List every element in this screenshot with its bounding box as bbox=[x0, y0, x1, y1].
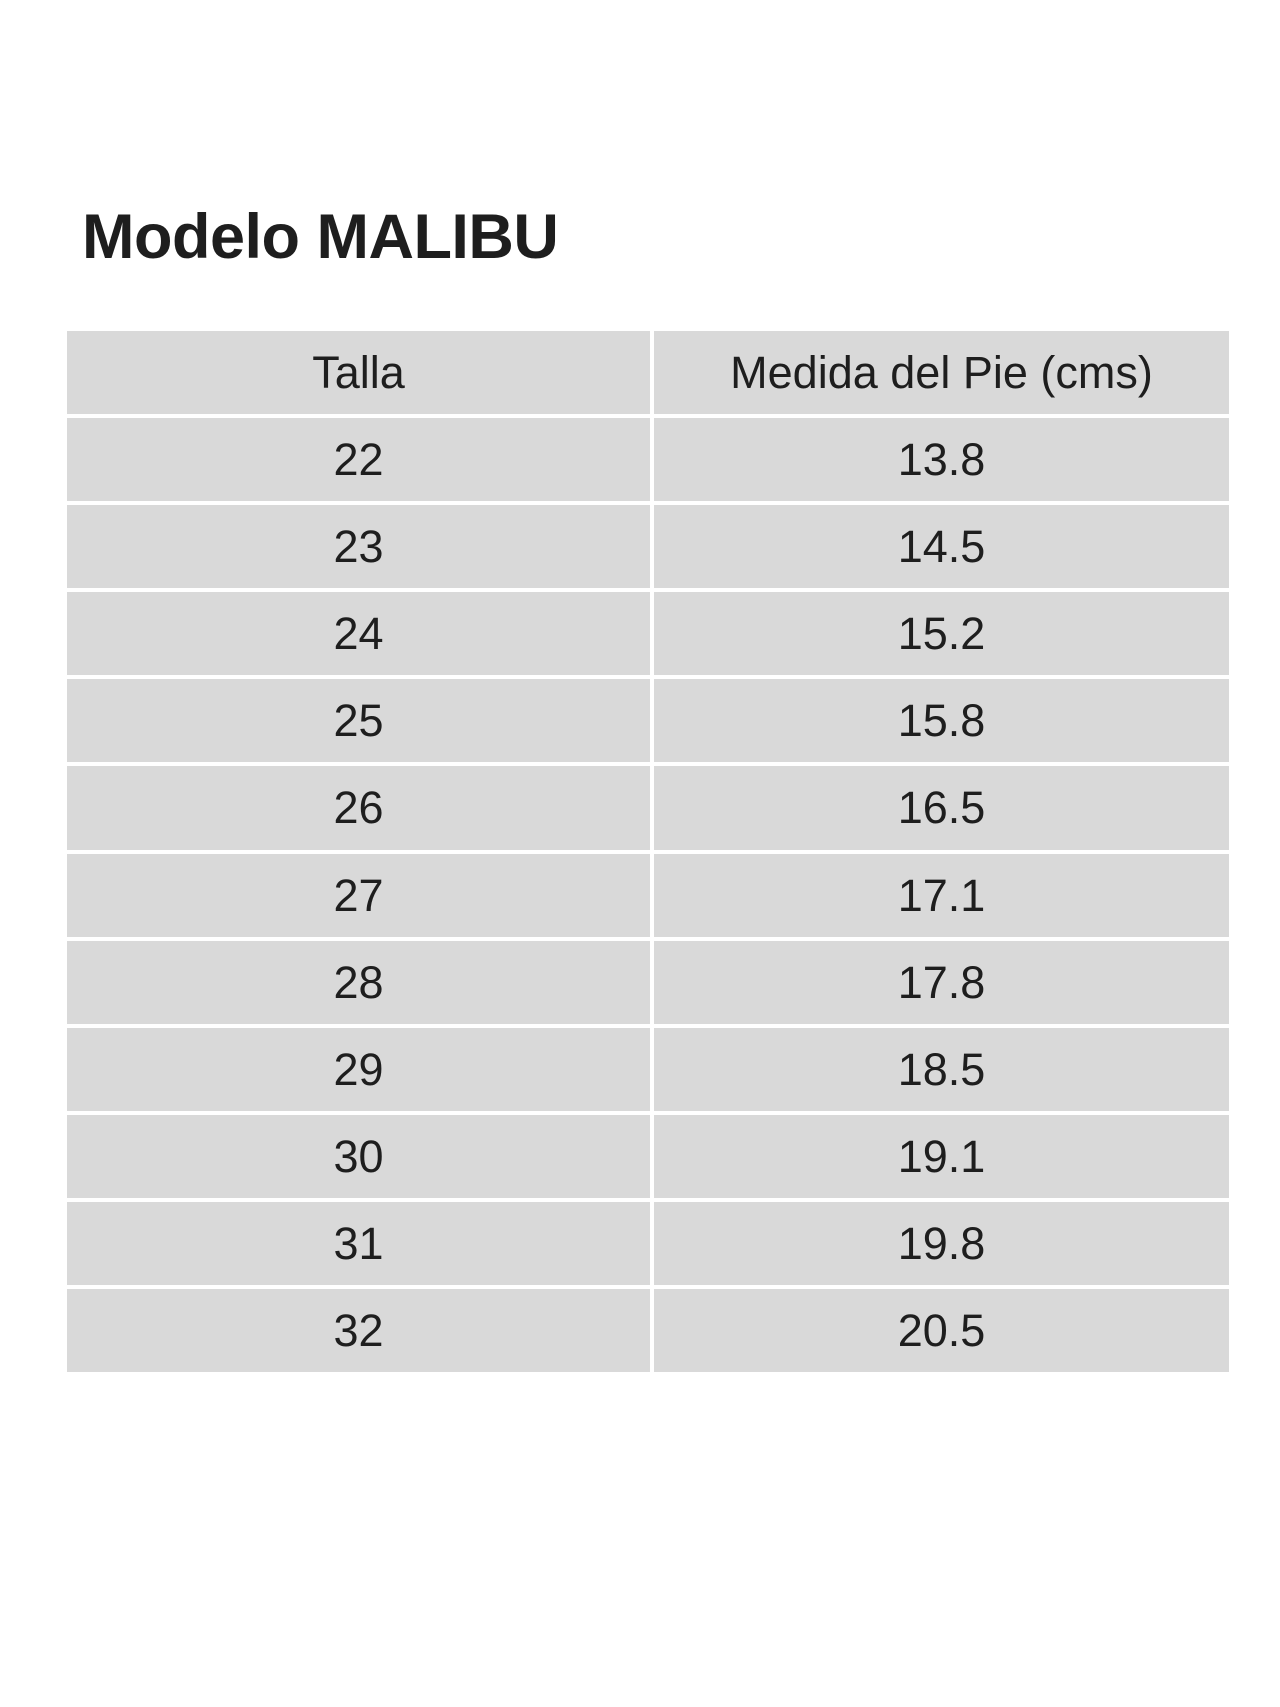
talla-value: 30 bbox=[67, 1114, 650, 1198]
talla-value: 27 bbox=[67, 853, 650, 937]
medida-value: 19.1 bbox=[654, 1114, 1229, 1198]
talla-value: 32 bbox=[67, 1288, 650, 1372]
talla-value: 24 bbox=[67, 592, 650, 676]
talla-value: 25 bbox=[67, 679, 650, 763]
medida-value: 17.8 bbox=[654, 940, 1229, 1024]
column-header-talla: Talla bbox=[67, 331, 650, 415]
medida-value: 19.8 bbox=[654, 1201, 1229, 1285]
medida-value: 15.8 bbox=[654, 679, 1229, 763]
medida-value: 16.5 bbox=[654, 766, 1229, 850]
talla-value: 29 bbox=[67, 1027, 650, 1111]
medida-value: 18.5 bbox=[654, 1027, 1229, 1111]
medida-value: 17.1 bbox=[654, 853, 1229, 937]
medida-value: 20.5 bbox=[654, 1288, 1229, 1372]
talla-value: 28 bbox=[67, 940, 650, 1024]
medida-value: 14.5 bbox=[654, 505, 1229, 589]
medida-value: 13.8 bbox=[654, 418, 1229, 502]
talla-value: 22 bbox=[67, 418, 650, 502]
medida-value: 15.2 bbox=[654, 592, 1229, 676]
talla-value: 31 bbox=[67, 1201, 650, 1285]
talla-value: 26 bbox=[67, 766, 650, 850]
column-header-medida-pie: Medida del Pie (cms) bbox=[654, 331, 1229, 415]
size-chart-table: Talla Medida del Pie (cms) 22 13.8 23 14… bbox=[67, 331, 1229, 1372]
page-title: Modelo MALIBU bbox=[82, 202, 559, 272]
talla-value: 23 bbox=[67, 505, 650, 589]
